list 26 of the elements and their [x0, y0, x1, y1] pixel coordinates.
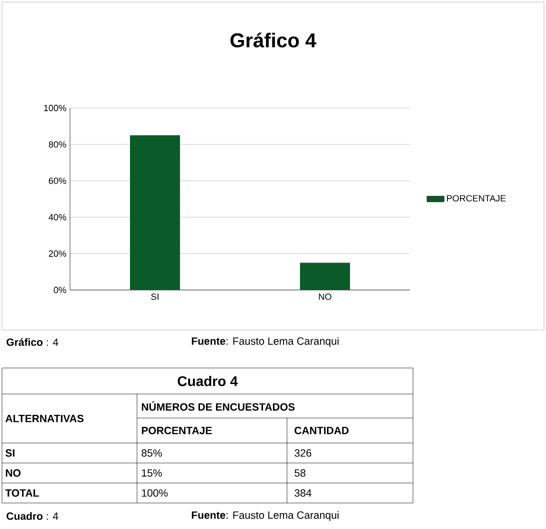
text: Cuadro : 4	[6, 512, 58, 520]
text: 58	[294, 469, 306, 477]
legend-label: PORCENTAJE	[447, 195, 506, 202]
text: 384	[294, 489, 312, 497]
y-tick-label: 40%	[48, 214, 66, 220]
text: Cuadro 4	[178, 376, 238, 386]
text: CANTIDAD	[294, 426, 349, 434]
text: 85%	[142, 449, 162, 457]
y-tick-label: 0%	[54, 286, 66, 294]
text: TOTAL	[5, 489, 39, 497]
text: Fuente: Fausto Lema Caranqui	[192, 337, 339, 347]
y-tick-label: 100%	[44, 104, 66, 112]
text: 15%	[142, 469, 162, 477]
text: 100%	[142, 489, 168, 497]
text: ALTERNATIVAS	[5, 414, 84, 422]
text: Gráfico : 4	[6, 338, 58, 346]
chart-title: Gráfico 4	[230, 32, 316, 48]
text: PORCENTAJE	[142, 426, 212, 434]
y-tick-label: 60%	[48, 178, 66, 184]
text: 326	[294, 449, 312, 457]
text: NO	[6, 469, 21, 477]
text: NÚMEROS DE ENCUESTADOS	[142, 401, 295, 411]
y-tick-label: 20%	[48, 250, 66, 257]
text: Fuente: Fausto Lema Caranqui	[192, 511, 339, 521]
text: SI	[6, 449, 14, 457]
y-tick-label: 80%	[48, 141, 66, 148]
